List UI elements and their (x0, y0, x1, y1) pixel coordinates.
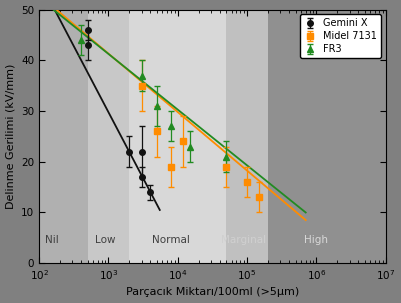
Y-axis label: Delinme Gerilimi (kV/mm): Delinme Gerilimi (kV/mm) (6, 64, 16, 209)
Text: Nil: Nil (45, 235, 59, 245)
Bar (226, 10, 268, 263)
X-axis label: Parçacık Miktarı/100ml (>5μm): Parçacık Miktarı/100ml (>5μm) (126, 288, 299, 298)
Legend: Gemini X, Midel 7131, FR3: Gemini X, Midel 7131, FR3 (300, 15, 381, 58)
Text: Marginal: Marginal (221, 235, 267, 245)
Bar (87, 10, 129, 263)
Bar (268, 10, 386, 263)
Text: High: High (304, 235, 328, 245)
Text: Low: Low (95, 235, 115, 245)
Bar (129, 10, 226, 263)
Bar (39, 10, 87, 263)
Text: Normal: Normal (152, 235, 190, 245)
